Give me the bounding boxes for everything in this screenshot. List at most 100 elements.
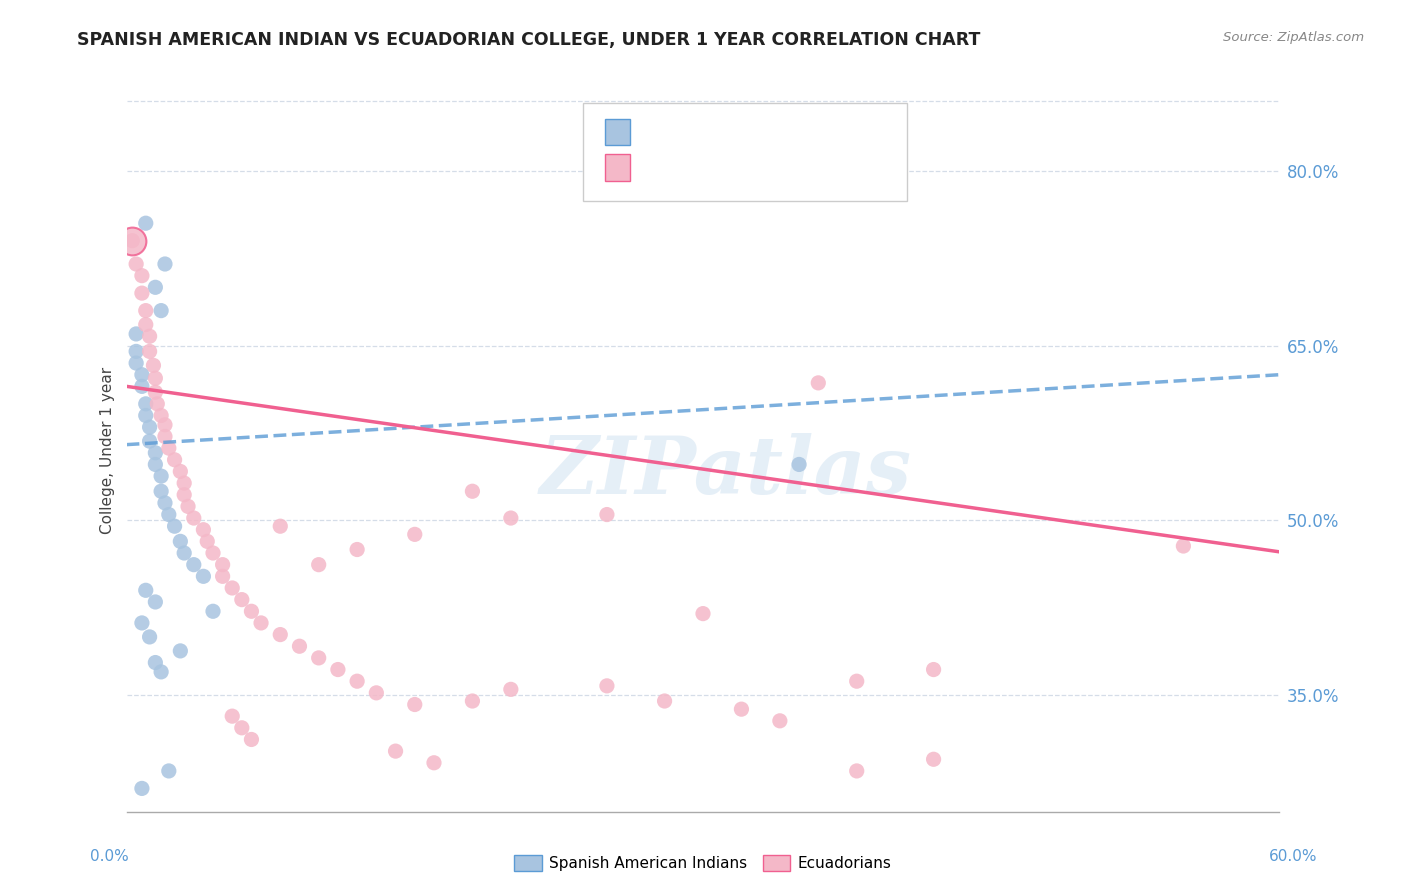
- Point: [922, 752, 945, 766]
- Point: [211, 558, 233, 572]
- Point: [125, 344, 148, 359]
- Point: [173, 476, 195, 491]
- Point: [193, 569, 215, 583]
- Point: [131, 268, 153, 283]
- Point: [131, 379, 153, 393]
- Point: [173, 488, 195, 502]
- Point: [150, 409, 173, 423]
- Point: [326, 663, 349, 677]
- Point: [121, 234, 143, 248]
- Text: R = -0.207   N = 62: R = -0.207 N = 62: [644, 161, 817, 175]
- Point: [177, 500, 200, 514]
- Point: [240, 604, 263, 618]
- Point: [145, 371, 166, 385]
- Point: [131, 781, 153, 796]
- Point: [231, 721, 253, 735]
- Point: [121, 234, 143, 248]
- Point: [135, 303, 157, 318]
- Point: [138, 344, 160, 359]
- Point: [135, 583, 157, 598]
- Point: [145, 458, 166, 472]
- Point: [135, 216, 157, 230]
- Point: [150, 484, 173, 499]
- Point: [135, 409, 157, 423]
- Point: [461, 694, 484, 708]
- Point: [150, 469, 173, 483]
- Point: [654, 694, 676, 708]
- Point: [499, 511, 522, 525]
- Point: [845, 674, 868, 689]
- Text: 60.0%: 60.0%: [1270, 849, 1317, 864]
- Point: [288, 639, 311, 653]
- Point: [157, 441, 180, 455]
- Point: [221, 709, 243, 723]
- Point: [138, 434, 160, 449]
- Point: [173, 546, 195, 560]
- Point: [1173, 539, 1195, 553]
- Point: [193, 523, 215, 537]
- Point: [163, 519, 186, 533]
- Point: [240, 732, 263, 747]
- Y-axis label: College, Under 1 year: College, Under 1 year: [100, 367, 115, 534]
- Text: SPANISH AMERICAN INDIAN VS ECUADORIAN COLLEGE, UNDER 1 YEAR CORRELATION CHART: SPANISH AMERICAN INDIAN VS ECUADORIAN CO…: [77, 31, 981, 49]
- Point: [269, 519, 291, 533]
- Point: [692, 607, 714, 621]
- Point: [211, 569, 233, 583]
- Point: [125, 356, 148, 370]
- Point: [145, 595, 166, 609]
- Point: [308, 651, 330, 665]
- Point: [138, 329, 160, 343]
- Point: [845, 764, 868, 778]
- Point: [922, 663, 945, 677]
- Point: [125, 257, 148, 271]
- Point: [153, 257, 176, 271]
- Point: [461, 484, 484, 499]
- Point: [346, 542, 368, 557]
- Point: [308, 558, 330, 572]
- Point: [145, 280, 166, 294]
- Point: [138, 420, 160, 434]
- Point: [131, 615, 153, 630]
- Point: [769, 714, 792, 728]
- Text: 0.0%: 0.0%: [90, 849, 129, 864]
- Point: [163, 452, 186, 467]
- Point: [366, 686, 388, 700]
- Point: [153, 417, 176, 432]
- Point: [135, 397, 157, 411]
- Point: [404, 698, 426, 712]
- Point: [250, 615, 273, 630]
- Text: Source: ZipAtlas.com: Source: ZipAtlas.com: [1223, 31, 1364, 45]
- Point: [125, 326, 148, 341]
- Point: [169, 465, 191, 479]
- Point: [169, 534, 191, 549]
- Point: [346, 674, 368, 689]
- Point: [202, 546, 225, 560]
- Point: [231, 592, 253, 607]
- Point: [145, 446, 166, 460]
- Point: [146, 397, 169, 411]
- Point: [183, 511, 205, 525]
- Point: [169, 644, 191, 658]
- Point: [202, 604, 225, 618]
- Point: [150, 303, 173, 318]
- Point: [145, 656, 166, 670]
- Point: [138, 630, 160, 644]
- Point: [807, 376, 830, 390]
- Point: [142, 359, 165, 373]
- Point: [150, 665, 173, 679]
- Point: [730, 702, 752, 716]
- Point: [423, 756, 446, 770]
- Point: [596, 679, 619, 693]
- Point: [404, 527, 426, 541]
- Point: [269, 627, 291, 641]
- Text: R =  0.034   N = 35: R = 0.034 N = 35: [644, 125, 817, 139]
- Point: [131, 368, 153, 382]
- Point: [787, 458, 810, 472]
- Point: [145, 385, 166, 400]
- Point: [153, 429, 176, 443]
- Point: [499, 682, 522, 697]
- Point: [157, 508, 180, 522]
- Point: [384, 744, 406, 758]
- Point: [153, 496, 176, 510]
- Point: [183, 558, 205, 572]
